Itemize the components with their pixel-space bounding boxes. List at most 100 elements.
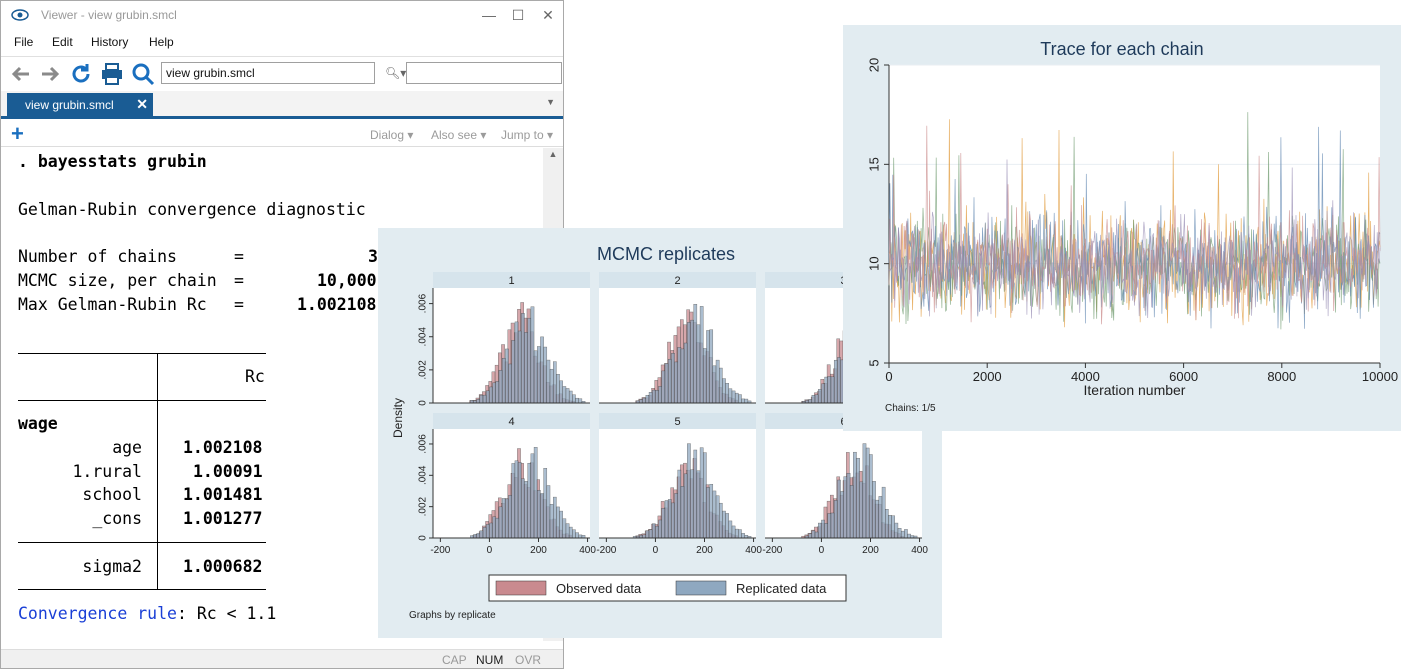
tab-list-chevron-icon[interactable]: ▼ (546, 97, 555, 107)
replicated-histogram-bar (699, 306, 704, 404)
tab-close-icon[interactable]: ✕ (136, 96, 148, 112)
panel-header (599, 272, 756, 288)
replicated-histogram-bar (639, 399, 643, 404)
replicated-histogram-bar (907, 533, 911, 539)
table-row-value: 1.001481 (183, 485, 263, 504)
panel-header-label: 5 (674, 416, 680, 428)
replicated-histogram-bar (900, 530, 905, 539)
replicated-histogram-bar (514, 460, 519, 539)
replicated-histogram-bar (728, 388, 733, 404)
back-arrow-icon[interactable] (9, 62, 33, 86)
replicated-histogram-bar (559, 380, 563, 404)
replicated-histogram-bar (687, 443, 691, 539)
panel-header (599, 413, 756, 429)
replicated-histogram-bar (872, 481, 876, 539)
replicated-histogram-bar (553, 496, 557, 539)
replicated-histogram-bar (830, 376, 835, 404)
replicated-histogram-bar (808, 399, 813, 404)
menu-history[interactable]: History (91, 35, 129, 49)
stat-eq: = (234, 295, 244, 314)
y-tick-label: .002 (418, 360, 429, 380)
replicated-histogram-bar (482, 394, 487, 404)
replicated-histogram-bar (827, 513, 832, 539)
replicated-histogram-bar (537, 490, 541, 539)
forward-arrow-icon[interactable] (38, 62, 62, 86)
replicated-histogram-bar (683, 342, 688, 404)
y-tick-label: .006 (418, 293, 429, 313)
x-tick-label: -200 (430, 545, 450, 556)
stat-eq: = (234, 247, 244, 266)
replicated-histogram-bar (530, 453, 535, 539)
menu-edit[interactable]: Edit (52, 35, 73, 49)
replicated-histogram-bar (658, 519, 662, 539)
table-group-label: wage (18, 414, 58, 433)
dialog-link[interactable]: Dialog ▾ (370, 128, 414, 142)
replicated-histogram-bar (674, 361, 678, 404)
x-tick-label: 400 (911, 545, 928, 556)
replicated-histogram-bar (833, 359, 838, 404)
replicated-histogram-bar (642, 397, 647, 404)
replicated-histogram-bar (719, 502, 723, 539)
close-button[interactable]: ✕ (542, 7, 554, 23)
new-tab-plus-icon[interactable]: + (11, 121, 24, 146)
replicated-histogram-bar (814, 394, 819, 404)
replicated-histogram-bar (725, 513, 729, 539)
x-axis-label: Iteration number (1084, 382, 1186, 398)
x-tick-label: 0 (487, 545, 493, 556)
replicated-histogram-bar (562, 518, 567, 539)
status-cap: CAP (442, 653, 467, 667)
find-input[interactable] (406, 62, 562, 84)
replicated-histogram-bar (517, 462, 522, 539)
menu-file[interactable]: File (14, 35, 34, 49)
replicated-histogram-bar (511, 463, 516, 539)
replicated-histogram-bar (821, 383, 825, 404)
url-input[interactable]: view grubin.smcl (161, 62, 375, 84)
convergence-rule-line: Convergence rule: Rc < 1.1 (18, 604, 276, 623)
tab-view-grubin[interactable]: view grubin.smcl ✕ (7, 93, 153, 117)
find-dropdown-icon[interactable]: 🔍︎▾ (385, 66, 407, 80)
table-row-value: 1.002108 (183, 438, 263, 457)
replicated-histogram-bar (508, 363, 512, 404)
replicated-histogram-bar (728, 520, 733, 539)
refresh-icon[interactable] (69, 62, 93, 86)
panel-header-label: 4 (508, 416, 514, 428)
y-tick-label: .004 (418, 465, 429, 485)
replicated-histogram-bar (814, 531, 819, 539)
jump-to-link[interactable]: Jump to ▾ (501, 128, 554, 142)
output-pane: . bayesstats grubin Gelman-Rubin converg… (1, 148, 543, 641)
minimize-button[interactable]: — (482, 7, 496, 23)
status-bar: CAP NUM OVR (1, 649, 563, 668)
search-icon[interactable] (131, 62, 155, 86)
replicated-histogram-bar (533, 447, 538, 539)
window-title: Viewer - view grubin.smcl (41, 8, 177, 22)
replicated-histogram-bar (572, 529, 576, 539)
convergence-rule-text: : Rc < 1.1 (176, 604, 277, 623)
panel-header (433, 413, 590, 429)
stat-label: Number of chains (18, 247, 177, 266)
replicated-histogram-bar (677, 469, 682, 539)
replicated-histogram-bar (741, 398, 745, 404)
replicated-histogram-bar (738, 394, 742, 404)
panel-header-label: 1 (508, 275, 514, 287)
menu-help[interactable]: Help (149, 35, 174, 49)
replicated-histogram-bar (517, 330, 522, 404)
replicated-histogram-bar (489, 386, 493, 404)
print-icon[interactable] (100, 62, 124, 86)
replicated-histogram-bar (712, 490, 717, 539)
replicated-histogram-bar (818, 522, 822, 539)
maximize-button[interactable]: ☐ (511, 7, 525, 23)
replicated-histogram-bar (568, 526, 573, 539)
eye-icon (11, 8, 29, 27)
also-see-link[interactable]: Also see ▾ (431, 128, 487, 142)
replicated-histogram-bar (888, 515, 892, 539)
replicated-histogram-bar (859, 481, 864, 539)
replicated-histogram-bar (849, 485, 854, 539)
table-mid-rule (18, 542, 266, 543)
replicated-histogram-bar (575, 532, 579, 539)
replicated-histogram-bar (505, 498, 509, 539)
x-tick-label: 400 (745, 545, 762, 556)
replicated-histogram-bar (824, 523, 828, 539)
scroll-up-arrow-icon[interactable]: ▲ (548, 149, 558, 159)
table-bottom-rule (18, 589, 266, 590)
legend-swatch-observed (495, 580, 547, 596)
